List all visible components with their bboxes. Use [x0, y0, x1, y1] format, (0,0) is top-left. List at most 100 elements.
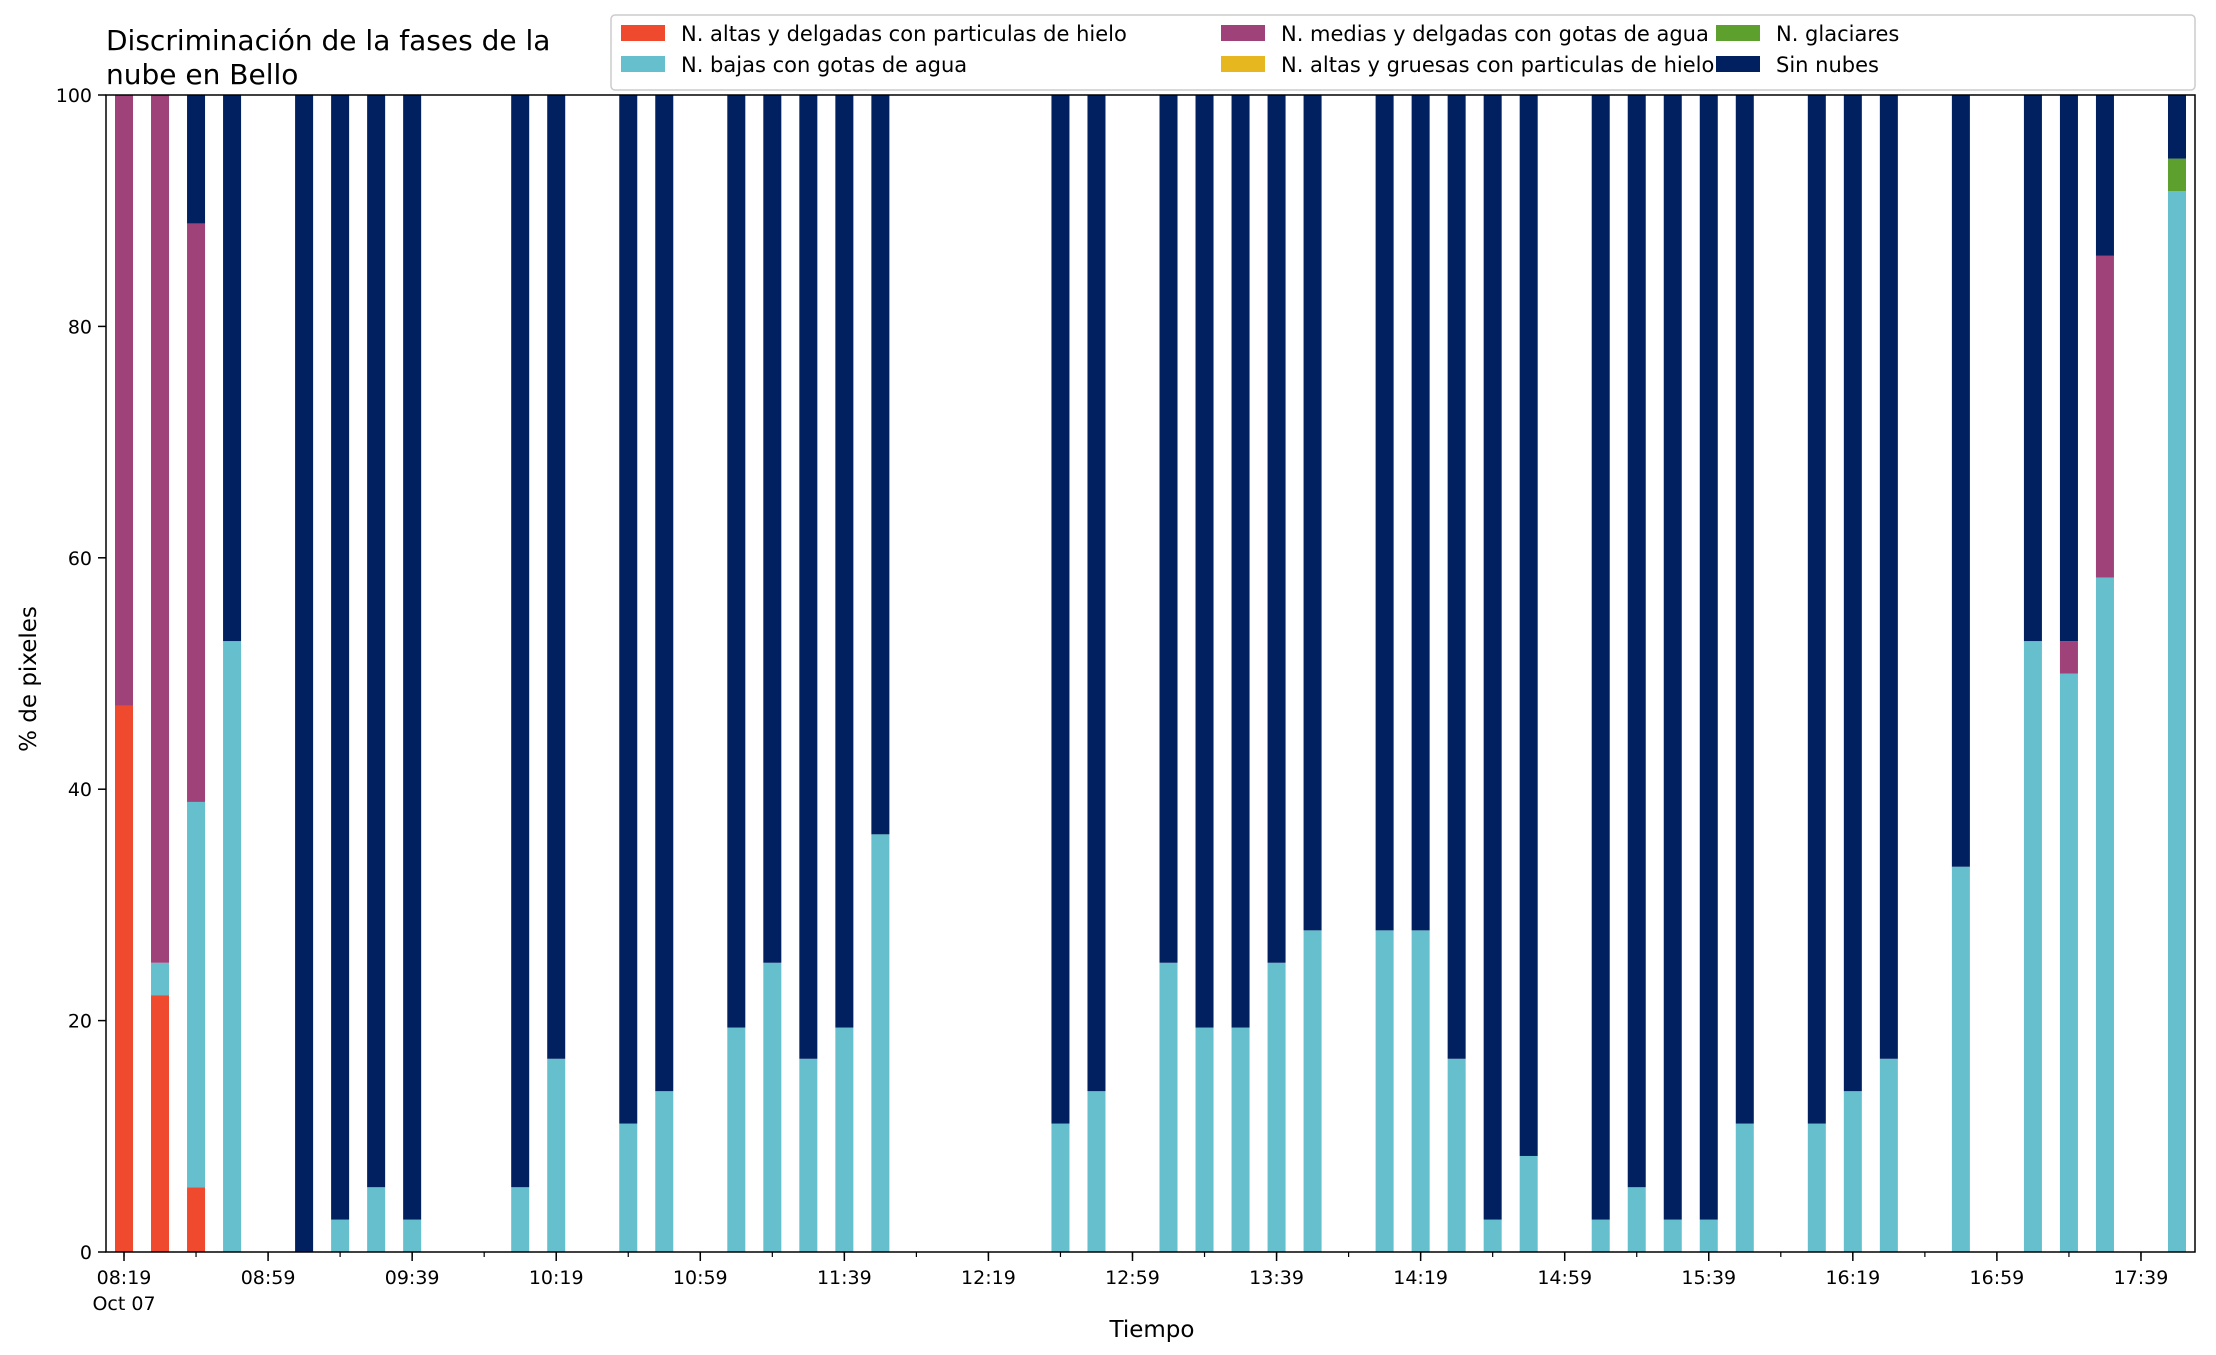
bar-segment-33-5 — [1735, 95, 1754, 1124]
x-tick-label-6: 12:19 — [961, 1267, 1016, 1289]
bar-segment-24-2 — [1375, 930, 1394, 1252]
bar-segment-7-5 — [403, 95, 422, 1220]
bar-segment-8-5 — [511, 95, 530, 1188]
bar-segment-24-5 — [1375, 95, 1394, 931]
bar-segment-26-5 — [1447, 95, 1466, 1059]
y-tick-label-3: 60 — [68, 548, 92, 570]
bar-segment-4-5 — [295, 95, 314, 1252]
x-tick-label-5: 11:39 — [817, 1267, 872, 1289]
bar-segment-32-5 — [1699, 95, 1718, 1220]
legend-swatch-0 — [621, 25, 665, 41]
bar-segment-38-2 — [2023, 641, 2042, 1252]
bar-segment-2-5 — [187, 95, 206, 224]
bar-segment-31-2 — [1663, 1219, 1682, 1252]
legend-swatch-1 — [1221, 56, 1265, 72]
bar-segment-9-5 — [547, 95, 566, 1059]
x-tick-label-0: 08:19 — [97, 1267, 152, 1289]
bar-segment-0-4 — [115, 95, 134, 706]
bar-segment-40-2 — [2095, 577, 2114, 1252]
x-tick-label-11: 15:39 — [1681, 1267, 1736, 1289]
legend-swatch-4 — [1221, 25, 1265, 41]
x-tick-label-14: 17:39 — [2114, 1267, 2169, 1289]
legend-label-3: N. glaciares — [1776, 22, 1899, 46]
bar-segment-25-2 — [1411, 930, 1430, 1252]
bar-segment-29-2 — [1591, 1219, 1610, 1252]
bar-segment-14-2 — [799, 1058, 818, 1252]
x-tick-label-12: 16:19 — [1825, 1267, 1880, 1289]
x-date-label: Oct 07 — [92, 1293, 155, 1315]
bar-segment-12-2 — [727, 1027, 746, 1252]
bar-segment-35-2 — [1843, 1091, 1862, 1252]
legend-swatch-5 — [1716, 56, 1760, 72]
bar-segment-27-2 — [1483, 1219, 1502, 1252]
bar-segment-28-5 — [1519, 95, 1538, 1156]
bar-segment-18-2 — [1087, 1091, 1106, 1252]
bar-segment-15-5 — [835, 95, 854, 1028]
bar-segment-6-5 — [367, 95, 386, 1188]
bar-segment-37-5 — [1951, 95, 1970, 867]
bar-segment-38-5 — [2023, 95, 2042, 642]
bar-segment-29-5 — [1591, 95, 1610, 1220]
bar-segment-1-4 — [151, 95, 170, 963]
bar-segment-18-5 — [1087, 95, 1106, 1092]
bar-segment-1-0 — [151, 995, 170, 1252]
bar-segment-27-5 — [1483, 95, 1502, 1220]
bar-segment-5-2 — [331, 1219, 350, 1252]
bar-segment-16-2 — [871, 834, 890, 1252]
bar-segment-2-4 — [187, 223, 206, 802]
bar-segment-41-2 — [2167, 191, 2186, 1252]
bar-segment-10-2 — [619, 1123, 638, 1252]
bar-segment-11-2 — [655, 1091, 674, 1252]
x-axis-title: Tiempo — [1109, 1317, 1195, 1343]
bar-segment-3-5 — [223, 95, 242, 642]
x-tick-label-13: 16:59 — [1970, 1267, 2025, 1289]
bar-segment-33-2 — [1735, 1123, 1754, 1252]
legend: N. altas y delgadas con particulas de hi… — [610, 14, 2196, 91]
bar-segment-15-2 — [835, 1027, 854, 1252]
bar-segment-39-4 — [2059, 641, 2078, 674]
legend-label-0: N. altas y delgadas con particulas de hi… — [681, 22, 1127, 46]
x-tick-label-3: 10:19 — [529, 1267, 584, 1289]
bar-segment-11-5 — [655, 95, 674, 1092]
axes-layer: 0 20 40 60 80 100 08:19 08:59 09:39 10:19 10:59 11:… — [56, 85, 2196, 1315]
bar-segment-37-2 — [1951, 866, 1970, 1252]
bar-segment-32-2 — [1699, 1219, 1718, 1252]
y-tick-label-5: 100 — [56, 85, 92, 107]
bar-segment-0-0 — [115, 705, 134, 1252]
bar-segment-13-2 — [763, 962, 782, 1252]
bar-segment-10-5 — [619, 95, 638, 1124]
bar-segment-35-5 — [1843, 95, 1862, 1092]
bar-segment-20-2 — [1195, 1027, 1214, 1252]
legend-label-4: N. medias y delgadas con gotas de agua — [1281, 22, 1709, 46]
bar-segment-21-2 — [1231, 1027, 1250, 1252]
y-tick-label-4: 80 — [68, 316, 92, 338]
bar-segment-34-5 — [1807, 95, 1826, 1124]
y-axis-title: % de pixeles — [16, 606, 42, 752]
legend-box — [610, 14, 2196, 91]
bar-segment-3-2 — [223, 641, 242, 1252]
bar-segment-19-5 — [1159, 95, 1178, 963]
x-tick-label-1: 08:59 — [241, 1267, 296, 1289]
bar-segment-21-5 — [1231, 95, 1250, 1028]
bar-segment-1-2 — [151, 962, 170, 996]
plot-frame — [105, 94, 2196, 1253]
bar-segment-9-2 — [547, 1058, 566, 1252]
bar-segment-2-0 — [187, 1187, 206, 1252]
bar-segment-31-5 — [1663, 95, 1682, 1220]
bar-segment-41-3 — [2167, 158, 2186, 192]
bar-segment-2-2 — [187, 801, 206, 1188]
y-tick-label-2: 40 — [68, 779, 92, 801]
bar-segment-8-2 — [511, 1187, 530, 1252]
legend-swatch-2 — [621, 56, 665, 72]
bar-segment-22-2 — [1267, 962, 1286, 1252]
bar-segment-36-5 — [1879, 95, 1898, 1059]
bar-segment-19-2 — [1159, 962, 1178, 1252]
legend-label-2: N. bajas con gotas de agua — [681, 53, 967, 77]
bar-segment-20-5 — [1195, 95, 1214, 1028]
legend-swatch-3 — [1716, 25, 1760, 41]
bar-segment-12-5 — [727, 95, 746, 1028]
bar-segment-16-5 — [871, 95, 890, 835]
bars-layer — [115, 95, 2186, 1252]
bar-segment-5-5 — [331, 95, 350, 1220]
